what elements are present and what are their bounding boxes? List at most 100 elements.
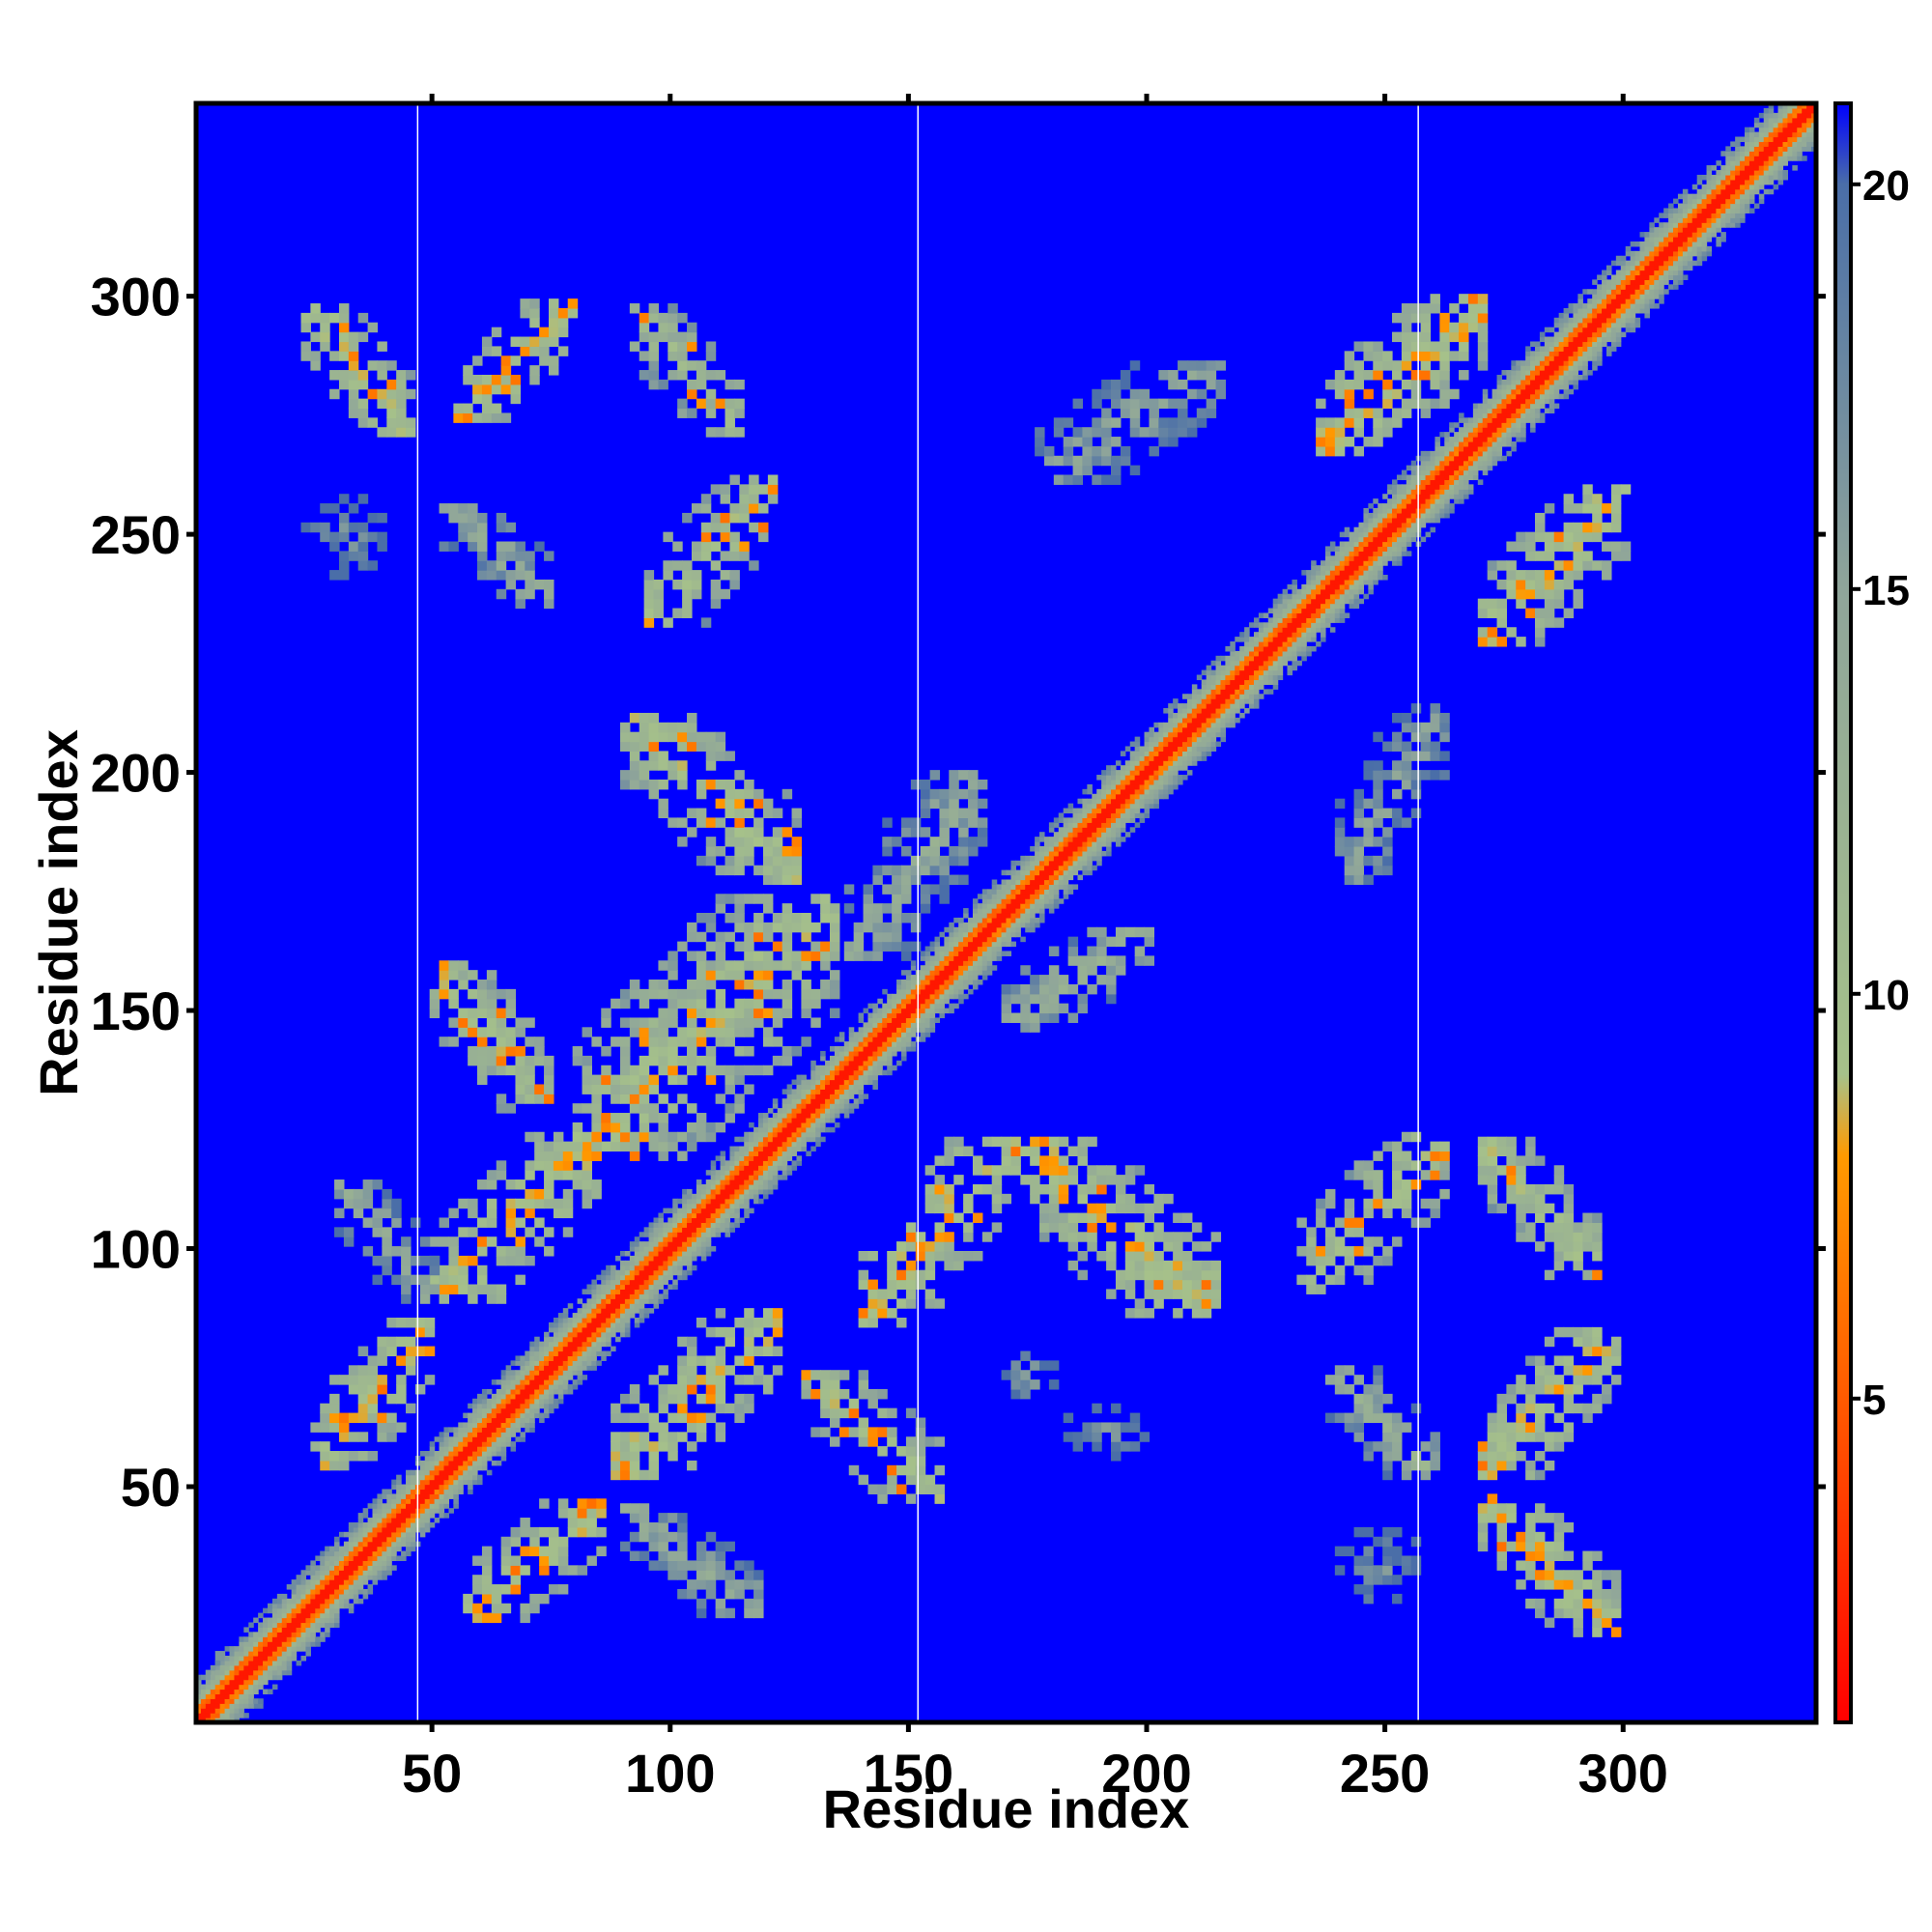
contact-cell xyxy=(687,1141,697,1152)
diagonal-cell xyxy=(276,1622,283,1629)
contact-cell xyxy=(734,788,745,800)
contact-cell xyxy=(367,560,379,571)
diagonal-cell xyxy=(310,1641,316,1647)
diagonal-cell xyxy=(210,1703,216,1709)
diagonal-cell xyxy=(263,1664,269,1671)
diagonal-cell xyxy=(553,1336,559,1343)
contact-cell xyxy=(1082,455,1093,467)
diagonal-cell xyxy=(687,1255,693,1262)
contact-cell xyxy=(1158,417,1169,428)
contact-cell xyxy=(406,427,416,438)
contact-cell xyxy=(658,1403,668,1414)
diagonal-cell xyxy=(777,1175,783,1180)
contact-cell xyxy=(520,1565,530,1576)
heatmap-cells xyxy=(196,103,1817,1723)
contact-cell xyxy=(419,1284,431,1294)
contact-cell xyxy=(1525,1598,1536,1609)
diagonal-cell xyxy=(491,1412,497,1419)
contact-cell xyxy=(1544,1365,1555,1376)
diagonal-cell xyxy=(705,1250,712,1257)
contact-cell xyxy=(1153,1250,1164,1262)
diagonal-cell xyxy=(338,1579,345,1585)
diagonal-cell xyxy=(248,1698,254,1704)
contact-cell xyxy=(720,588,731,600)
contact-cell xyxy=(500,1536,512,1548)
contact-cell xyxy=(1149,417,1159,428)
diagonal-cell xyxy=(529,1365,535,1371)
contact-cell xyxy=(1373,731,1383,743)
diagonal-cell xyxy=(562,1370,569,1376)
diagonal-cell xyxy=(539,1365,545,1371)
diagonal-cell xyxy=(239,1713,244,1719)
contact-cell xyxy=(1544,531,1555,543)
diagonal-cell xyxy=(767,1160,774,1166)
contact-cell xyxy=(481,1575,493,1585)
contact-cell xyxy=(1120,398,1131,410)
diagonal-cell xyxy=(243,1674,249,1681)
contact-cell xyxy=(668,1008,678,1019)
diagonal-cell xyxy=(643,1284,650,1291)
contact-cell xyxy=(791,855,803,867)
contact-cell xyxy=(491,327,502,338)
diagonal-cell xyxy=(586,1318,592,1323)
diagonal-cell xyxy=(382,1508,387,1514)
diagonal-cell xyxy=(267,1622,273,1629)
contact-cell xyxy=(591,1151,602,1161)
contact-cell xyxy=(515,560,526,571)
contact-cell xyxy=(1392,370,1403,381)
diagonal-cell xyxy=(234,1646,240,1652)
contact-cell xyxy=(672,541,683,552)
diagonal-cell xyxy=(753,1136,759,1143)
contact-cell xyxy=(810,951,821,961)
contact-cell xyxy=(1582,1326,1593,1338)
diagonal-cell xyxy=(396,1489,402,1494)
contact-cell xyxy=(672,608,683,618)
contact-cell xyxy=(1124,1260,1136,1271)
contact-cell xyxy=(905,1446,917,1457)
contact-cell xyxy=(887,1269,897,1281)
contact-cell xyxy=(534,1188,545,1200)
diagonal-cell xyxy=(362,1555,369,1561)
contact-cell xyxy=(687,1560,697,1571)
contact-cell xyxy=(1353,788,1365,800)
diagonal-cell xyxy=(424,1479,431,1486)
diagonal-cell xyxy=(672,1203,678,1209)
diagonal-cell xyxy=(463,1455,469,1462)
contact-cell xyxy=(1087,1136,1097,1148)
diagonal-cell xyxy=(724,1208,731,1214)
diagonal-cell xyxy=(500,1427,507,1433)
contact-cell xyxy=(715,988,726,1000)
contact-cell xyxy=(1087,965,1097,976)
diagonal-cell xyxy=(401,1493,407,1499)
contact-cell xyxy=(477,1236,488,1247)
contact-cell xyxy=(520,1526,530,1538)
contact-cell xyxy=(658,1141,668,1152)
contact-cell xyxy=(724,1065,735,1076)
contact-cell xyxy=(477,522,488,533)
contact-cell xyxy=(1030,1155,1040,1166)
contact-cell xyxy=(830,931,840,943)
diagonal-cell xyxy=(267,1617,273,1624)
diagonal-cell xyxy=(291,1612,298,1619)
diagonal-cell xyxy=(562,1350,569,1357)
contact-cell xyxy=(944,1193,954,1205)
contact-cell xyxy=(963,1250,974,1262)
diagonal-cell xyxy=(529,1403,535,1409)
contact-cell xyxy=(1124,1165,1136,1176)
contact-cell xyxy=(596,1508,607,1519)
contact-cell xyxy=(677,1550,688,1561)
contact-cell xyxy=(648,1046,660,1057)
diagonal-cell xyxy=(710,1212,717,1219)
contact-cell xyxy=(867,1250,878,1262)
contact-cell xyxy=(1582,1598,1593,1609)
contact-cell xyxy=(696,1037,707,1047)
diagonal-cell xyxy=(611,1264,616,1271)
contact-cell xyxy=(648,1017,660,1028)
contact-cell xyxy=(1206,408,1217,418)
contact-cell xyxy=(710,512,722,524)
contact-cell xyxy=(772,960,783,971)
diagonal-cell xyxy=(439,1451,445,1457)
diagonal-cell xyxy=(396,1546,402,1552)
contact-cell xyxy=(838,1370,850,1380)
contact-cell xyxy=(910,817,922,828)
